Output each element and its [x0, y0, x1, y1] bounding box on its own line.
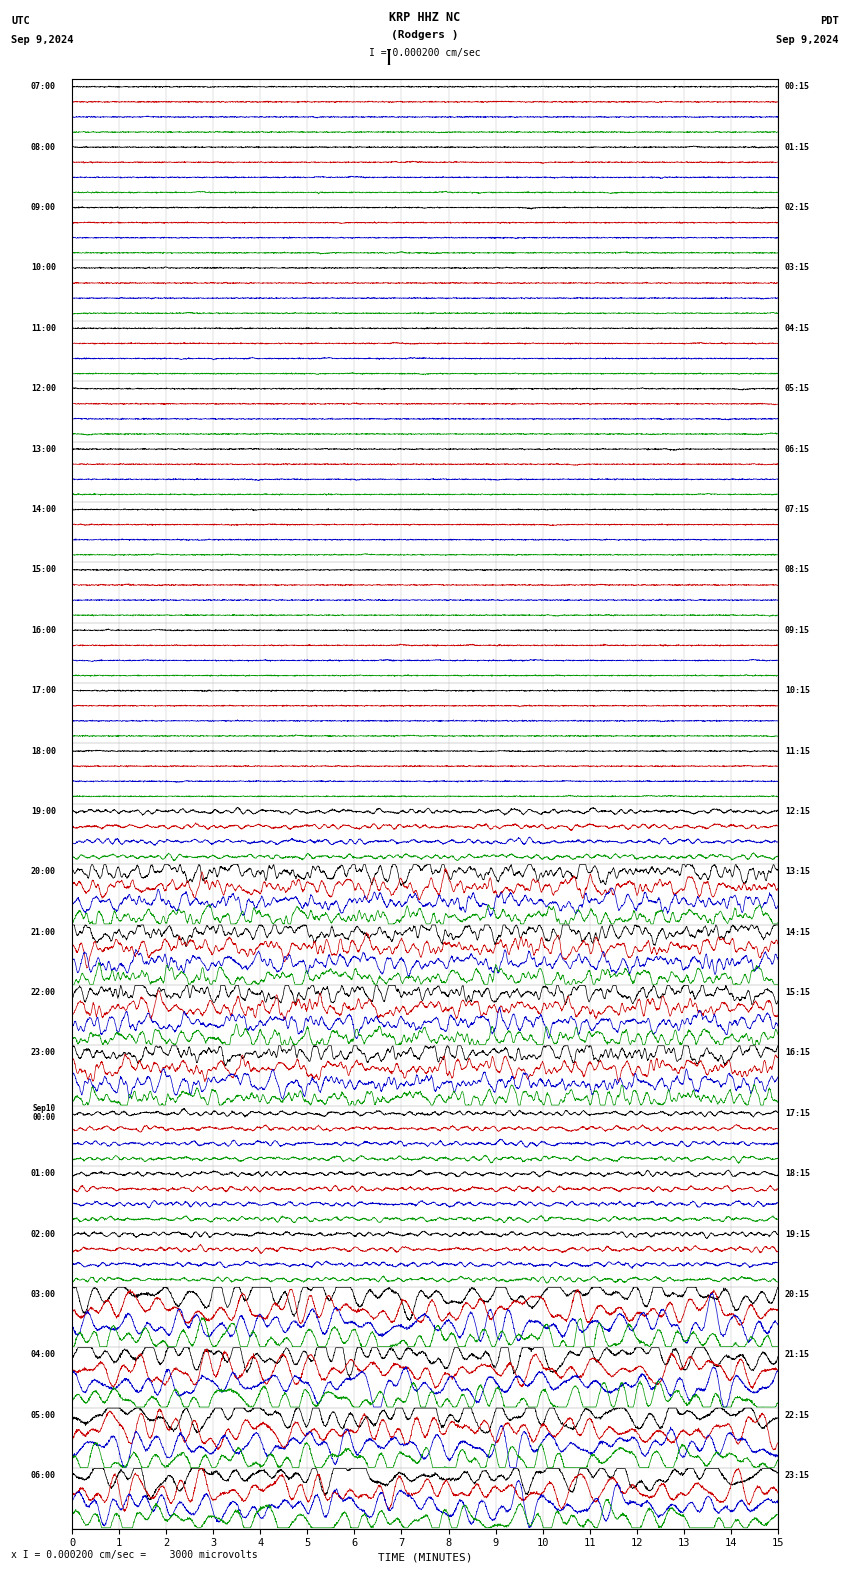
- Text: 20:00: 20:00: [31, 868, 56, 876]
- Text: x I = 0.000200 cm/sec =    3000 microvolts: x I = 0.000200 cm/sec = 3000 microvolts: [11, 1551, 258, 1560]
- Text: 00:00: 00:00: [32, 1114, 56, 1123]
- Text: 09:15: 09:15: [785, 626, 810, 635]
- Text: 10:15: 10:15: [785, 686, 810, 695]
- Text: 18:00: 18:00: [31, 746, 56, 756]
- Text: PDT: PDT: [820, 16, 839, 25]
- Text: Sep 9,2024: Sep 9,2024: [11, 35, 74, 44]
- Text: 11:00: 11:00: [31, 323, 56, 333]
- Text: 04:00: 04:00: [31, 1351, 56, 1359]
- Text: 03:00: 03:00: [31, 1289, 56, 1299]
- Text: KRP HHZ NC: KRP HHZ NC: [389, 11, 461, 24]
- Text: 15:15: 15:15: [785, 988, 810, 996]
- Text: 16:00: 16:00: [31, 626, 56, 635]
- Text: 23:15: 23:15: [785, 1472, 810, 1479]
- Text: 01:00: 01:00: [31, 1169, 56, 1178]
- Text: 02:00: 02:00: [31, 1229, 56, 1239]
- Text: 14:15: 14:15: [785, 928, 810, 936]
- Text: 13:00: 13:00: [31, 445, 56, 453]
- Text: 19:15: 19:15: [785, 1229, 810, 1239]
- Text: 21:15: 21:15: [785, 1351, 810, 1359]
- Text: 08:15: 08:15: [785, 565, 810, 575]
- Text: 03:15: 03:15: [785, 263, 810, 272]
- X-axis label: TIME (MINUTES): TIME (MINUTES): [377, 1552, 473, 1562]
- Text: 02:15: 02:15: [785, 203, 810, 212]
- Text: 18:15: 18:15: [785, 1169, 810, 1178]
- Text: 17:00: 17:00: [31, 686, 56, 695]
- Text: 11:15: 11:15: [785, 746, 810, 756]
- Text: 23:00: 23:00: [31, 1049, 56, 1058]
- Text: 22:00: 22:00: [31, 988, 56, 996]
- Text: (Rodgers ): (Rodgers ): [391, 30, 459, 40]
- Text: 15:00: 15:00: [31, 565, 56, 575]
- Text: 00:15: 00:15: [785, 82, 810, 92]
- Text: 14:00: 14:00: [31, 505, 56, 513]
- Text: 10:00: 10:00: [31, 263, 56, 272]
- Text: 17:15: 17:15: [785, 1109, 810, 1118]
- Text: 08:00: 08:00: [31, 143, 56, 152]
- Text: 12:15: 12:15: [785, 806, 810, 816]
- Text: 01:15: 01:15: [785, 143, 810, 152]
- Text: 19:00: 19:00: [31, 806, 56, 816]
- Text: 05:15: 05:15: [785, 385, 810, 393]
- Text: 12:00: 12:00: [31, 385, 56, 393]
- Text: Sep10: Sep10: [32, 1104, 56, 1114]
- Text: 06:15: 06:15: [785, 445, 810, 453]
- Text: 07:00: 07:00: [31, 82, 56, 92]
- Text: 07:15: 07:15: [785, 505, 810, 513]
- Text: Sep 9,2024: Sep 9,2024: [776, 35, 839, 44]
- Text: 09:00: 09:00: [31, 203, 56, 212]
- Text: I = 0.000200 cm/sec: I = 0.000200 cm/sec: [369, 48, 481, 57]
- Text: 13:15: 13:15: [785, 868, 810, 876]
- Text: 20:15: 20:15: [785, 1289, 810, 1299]
- Text: 06:00: 06:00: [31, 1472, 56, 1479]
- Text: 04:15: 04:15: [785, 323, 810, 333]
- Text: UTC: UTC: [11, 16, 30, 25]
- Text: 05:00: 05:00: [31, 1411, 56, 1419]
- Text: 16:15: 16:15: [785, 1049, 810, 1058]
- Text: 22:15: 22:15: [785, 1411, 810, 1419]
- Text: 21:00: 21:00: [31, 928, 56, 936]
